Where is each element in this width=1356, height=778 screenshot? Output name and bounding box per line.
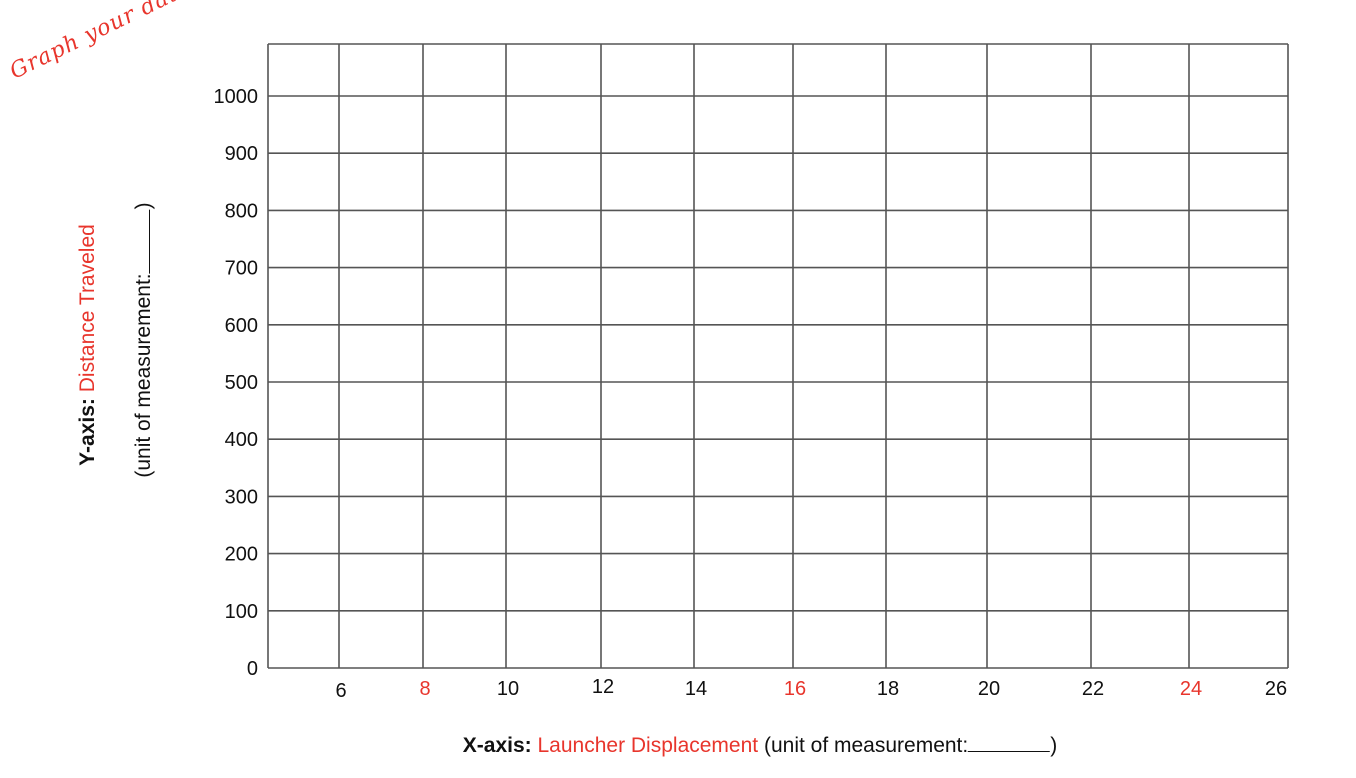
y-tick-1000: 1000 xyxy=(214,86,259,108)
y-tick-500: 500 xyxy=(225,372,258,394)
y-tick-300: 300 xyxy=(225,486,258,508)
grid xyxy=(267,43,1289,669)
y-tick-600: 600 xyxy=(225,315,258,337)
y-tick-100: 100 xyxy=(225,601,258,623)
y-tick-800: 800 xyxy=(225,200,258,222)
x-tick-16: 16 xyxy=(784,678,806,700)
x-axis-label: X-axis: Launcher Displacement (unit of m… xyxy=(463,730,1057,758)
x-tick-18: 18 xyxy=(877,678,899,700)
x-axis-unit-suffix: ) xyxy=(1050,734,1058,757)
y-tick-700: 700 xyxy=(225,258,258,280)
x-tick-24: 24 xyxy=(1180,678,1202,700)
x-tick-20: 20 xyxy=(978,678,1000,700)
y-tick-200: 200 xyxy=(225,544,258,566)
x-tick-14: 14 xyxy=(685,678,707,700)
x-axis-unit-blank xyxy=(968,730,1051,752)
y-tick-labels: 0 100 200 300 400 500 600 700 800 900 1000 xyxy=(214,86,259,680)
x-tick-labels: 6 8 10 12 14 16 18 20 22 24 26 xyxy=(335,676,1287,702)
y-tick-0: 0 xyxy=(247,658,258,680)
x-axis-name: Launcher Displacement xyxy=(537,734,759,757)
x-tick-22: 22 xyxy=(1082,678,1104,700)
y-tick-900: 900 xyxy=(225,143,258,165)
x-tick-26: 26 xyxy=(1265,678,1287,700)
x-axis-unit-prefix: (unit of measurement: xyxy=(763,734,969,757)
x-tick-10: 10 xyxy=(497,678,519,700)
x-tick-6: 6 xyxy=(335,680,346,702)
x-tick-8: 8 xyxy=(419,678,430,700)
x-axis-prefix: X-axis: xyxy=(462,734,532,757)
y-tick-400: 400 xyxy=(225,429,258,451)
x-tick-12: 12 xyxy=(592,676,614,698)
